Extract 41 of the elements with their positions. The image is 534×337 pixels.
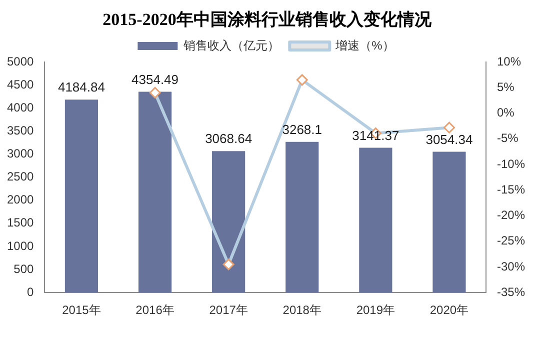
bar xyxy=(138,92,172,293)
y-tick-label: 500 xyxy=(14,262,34,276)
y-tick-label: 3500 xyxy=(6,123,34,138)
y-tick-label: 0 xyxy=(27,284,34,299)
data-label: 3054.34 xyxy=(426,132,473,147)
x-tick-label: 2015年 xyxy=(62,303,101,318)
x-tick-label: 2020年 xyxy=(430,303,469,318)
y2-tick-label: -30% xyxy=(496,259,526,274)
y2-tick-label: 10% xyxy=(496,54,522,68)
y2-tick-label: -15% xyxy=(496,182,526,196)
legend-label: 增速（%） xyxy=(334,38,394,52)
y-tick-label: 1000 xyxy=(6,238,34,253)
data-label: 4184.84 xyxy=(58,80,105,95)
bar xyxy=(359,148,392,293)
bar xyxy=(432,152,466,293)
legend-label: 销售收入（亿元） xyxy=(182,38,280,52)
bar xyxy=(212,151,246,293)
chart-title: 2015-2020年中国涂料行业销售收入变化情况 xyxy=(102,9,432,30)
x-tick-label: 2016年 xyxy=(136,303,174,318)
y2-tick-label: -10% xyxy=(496,156,526,171)
y-tick-label: 1500 xyxy=(6,216,34,230)
y2-tick-label: -5% xyxy=(496,131,519,146)
y2-tick-label: 5% xyxy=(496,80,515,94)
data-label: 3268.1 xyxy=(282,122,322,137)
y-tick-label: 3000 xyxy=(6,146,34,161)
bar xyxy=(286,142,319,293)
data-label: 4354.49 xyxy=(132,72,179,87)
y2-tick-label: -25% xyxy=(496,234,526,248)
bar xyxy=(64,100,98,293)
y-tick-label: 5000 xyxy=(6,54,34,68)
y2-tick-label: -20% xyxy=(496,208,526,222)
x-tick-label: 2017年 xyxy=(209,303,248,318)
y-tick-label: 4000 xyxy=(6,100,34,114)
x-tick-label: 2019年 xyxy=(356,303,396,318)
y-tick-label: 4500 xyxy=(6,77,34,92)
y2-tick-label: 0% xyxy=(496,106,515,120)
y-tick-label: 2500 xyxy=(6,170,34,184)
y2-tick-label: -35% xyxy=(496,284,526,299)
data-label: 3068.64 xyxy=(205,131,252,146)
x-tick-label: 2018年 xyxy=(282,303,322,318)
y-tick-label: 2000 xyxy=(6,192,34,207)
